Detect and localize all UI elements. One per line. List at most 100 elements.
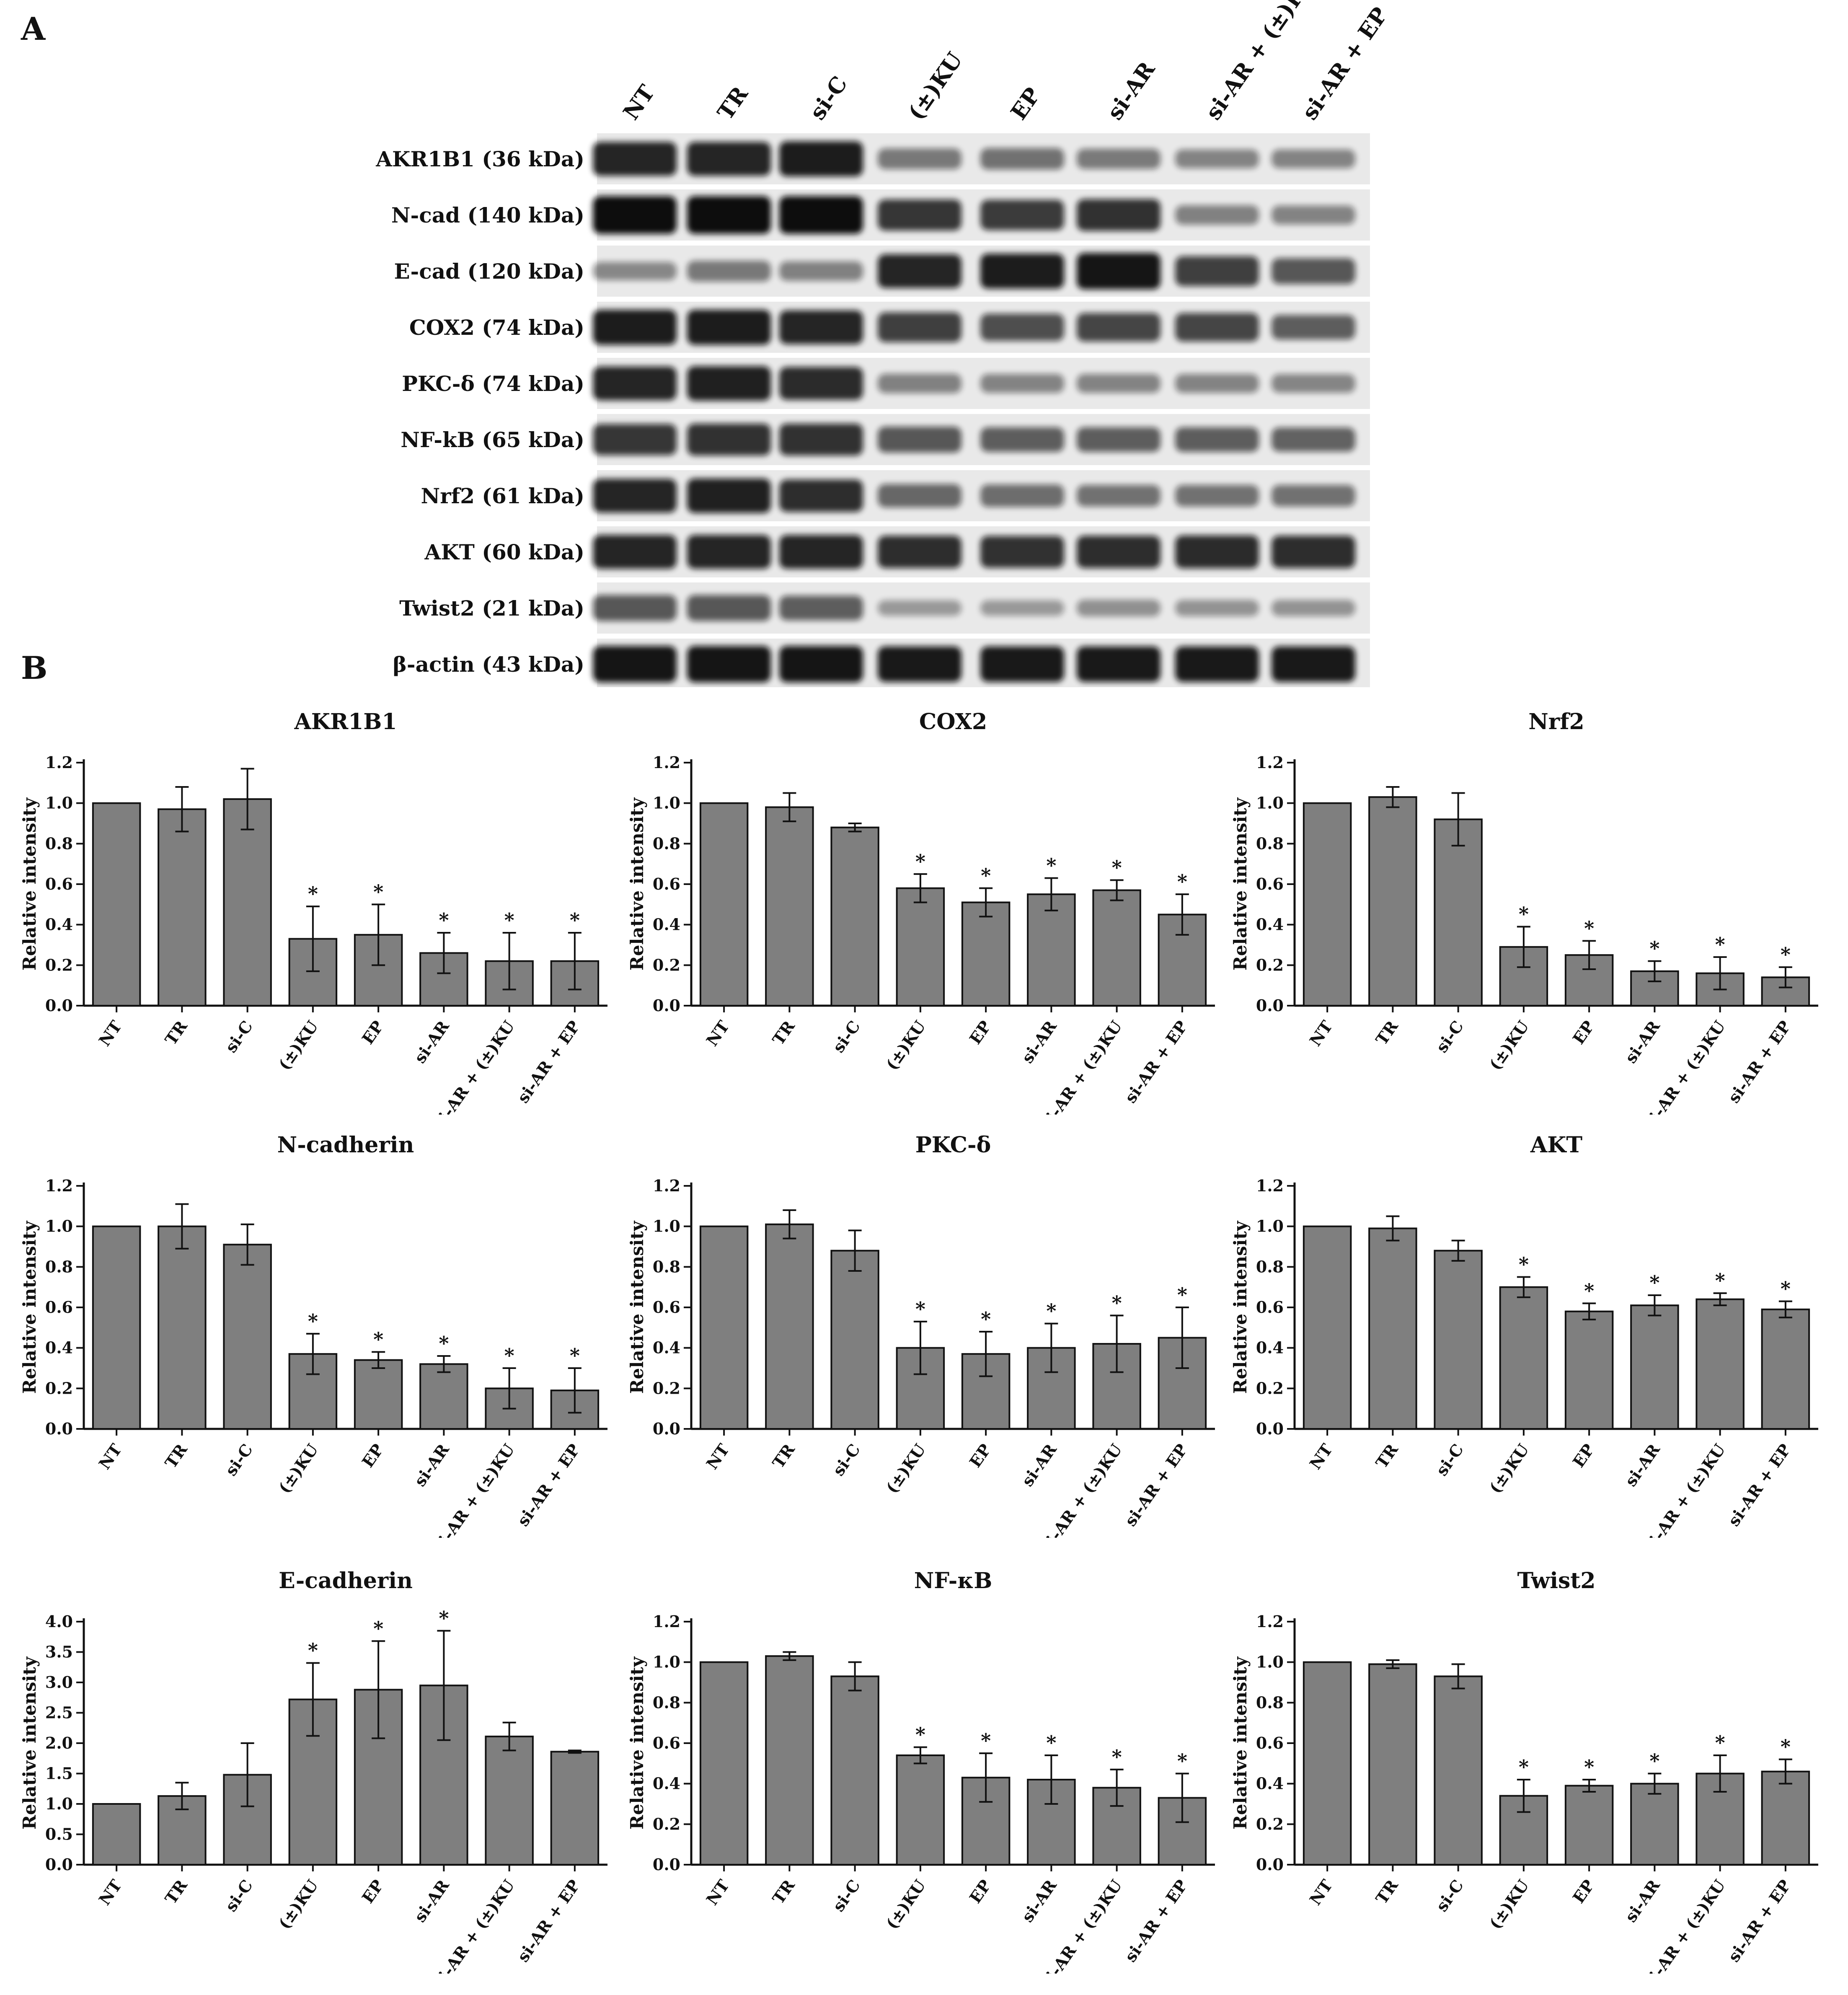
bar [765, 806, 814, 1007]
y-axis-label: Relative intensity [19, 1656, 40, 1829]
y-tick-label: 0.6 [653, 1298, 680, 1317]
band-label: Nrf2 (61 kDa) [421, 484, 584, 508]
bar [223, 1244, 272, 1430]
bar [158, 1225, 207, 1430]
lane-label: si-C [805, 72, 853, 125]
significance-marker: * [1046, 1300, 1056, 1322]
x-tick-label: TR [769, 1876, 799, 1907]
blot-band [980, 484, 1064, 507]
y-tick-label: 3.5 [45, 1643, 73, 1661]
band-label: Twist2 (21 kDa) [399, 596, 584, 621]
blot-band [1272, 600, 1355, 616]
blot-band [1175, 205, 1259, 225]
x-tick-label: EP [358, 1876, 388, 1907]
x-tick-label: si-C [221, 1876, 256, 1915]
blot-band [1077, 253, 1160, 290]
blot-band [593, 262, 677, 280]
blot-row: AKT (60 kDa) [424, 526, 1370, 577]
bar [765, 1655, 814, 1866]
x-tick-label: EP [358, 1017, 388, 1048]
x-tick-label: TR [161, 1017, 191, 1048]
panel-a-label: A [21, 10, 46, 47]
significance-marker: * [439, 1332, 449, 1355]
y-tick-label: 0.6 [653, 1734, 680, 1752]
blot-band [980, 374, 1064, 393]
significance-marker: * [504, 1344, 514, 1367]
bar-chart-pkc-: PKC-δ Relative intensity 0.0 0.2 0.4 0.6 0.8 1.… [627, 1132, 1215, 1538]
significance-marker: * [981, 1308, 991, 1330]
bar [550, 1751, 600, 1866]
bar [1564, 1310, 1614, 1430]
blot-band [878, 600, 961, 616]
blot-band [878, 536, 961, 568]
y-tick-label: 0.0 [653, 1855, 680, 1874]
bar [896, 1754, 945, 1866]
bar-chart-n-cadherin: N-cadherin Relative intensity 0.0 0.2 0.4 0.6… [19, 1132, 607, 1538]
significance-marker: * [1781, 1736, 1791, 1758]
bar-chart-nf-b: NF-κB Relative intensity 0.0 0.2 0.4 0.6 0.8 1.… [627, 1568, 1215, 1974]
blot-band [1175, 427, 1259, 452]
x-tick-label: NT [702, 1017, 733, 1049]
x-tick-label: si-AR [1018, 1017, 1060, 1066]
blot-band [779, 646, 863, 683]
y-tick-label: 1.0 [653, 1217, 680, 1236]
blot-band [1175, 646, 1259, 682]
blot-band [779, 141, 863, 176]
significance-marker: * [915, 1723, 925, 1746]
x-tick-label: TR [161, 1876, 191, 1907]
blot-band [687, 595, 771, 621]
chart-title: Nrf2 [1528, 709, 1584, 735]
blot-band [1175, 149, 1259, 168]
blot-band [878, 199, 961, 231]
y-axis-label: Relative intensity [1230, 1220, 1251, 1394]
y-tick-label: 3.0 [45, 1673, 73, 1692]
x-tick-label: NT [95, 1440, 125, 1472]
x-tick-label: TR [1372, 1440, 1402, 1472]
y-tick-label: 0.2 [45, 955, 73, 974]
bar-chart-twist2: Twist2 Relative intensity 0.0 0.2 0.4 0.6 0.8 1… [1230, 1568, 1818, 1974]
blot-band [779, 196, 863, 234]
y-tick-label: 0.8 [1256, 1257, 1284, 1276]
x-tick-label: si-C [829, 1876, 864, 1915]
bar [1630, 1783, 1679, 1866]
blot-band [593, 646, 677, 683]
y-tick-label: 1.2 [1256, 1176, 1284, 1195]
blot-band [593, 424, 677, 455]
blot-band [779, 261, 863, 281]
blot-row: AKR1B1 (36 kDa) [375, 133, 1370, 184]
significance-marker: * [1649, 937, 1659, 960]
significance-marker: * [1715, 933, 1725, 956]
bar [223, 798, 272, 1007]
blot-row: Nrf2 (61 kDa) [421, 470, 1370, 521]
band-label: NF-kB (65 kDa) [401, 427, 584, 452]
x-tick-label: si-C [829, 1017, 864, 1056]
significance-marker: * [1715, 1269, 1725, 1292]
y-tick-label: 0.4 [653, 915, 680, 934]
x-tick-label: NT [95, 1017, 125, 1049]
significance-marker: * [1584, 1756, 1594, 1778]
bar-chart-akr1b1: AKR1B1 Relative intensity 0.0 0.2 0.4 0.6 0.8 1… [19, 709, 607, 1115]
bar [1499, 1286, 1548, 1430]
blot-band [1272, 149, 1355, 168]
x-tick-label: si-C [1432, 1876, 1467, 1915]
blot-band [1077, 199, 1160, 231]
blot-band [779, 479, 863, 512]
y-tick-label: 2.0 [45, 1734, 73, 1752]
blot-band [878, 312, 961, 342]
significance-marker: * [1046, 854, 1056, 877]
x-tick-label: si-AR + EP [1724, 1017, 1794, 1106]
blot-band [1175, 256, 1259, 286]
bar [1434, 818, 1483, 1007]
blot-row: PKC-δ (74 kDa) [402, 358, 1370, 409]
bar [158, 808, 207, 1007]
band-label: AKT (60 kDa) [424, 540, 584, 564]
y-tick-label: 1.0 [1256, 794, 1284, 812]
y-tick-label: 1.0 [45, 1794, 73, 1813]
significance-marker: * [1046, 1731, 1056, 1754]
y-tick-label: 0.2 [653, 1814, 680, 1833]
blot-band [779, 367, 863, 400]
significance-marker: * [1519, 1756, 1529, 1778]
significance-marker: * [1649, 1750, 1659, 1772]
blot-band [593, 196, 677, 234]
bar [1303, 1225, 1352, 1430]
